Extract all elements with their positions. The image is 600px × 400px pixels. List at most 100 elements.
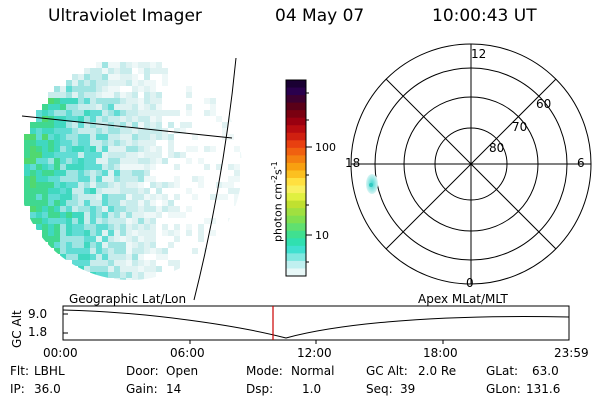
disk-pixel	[150, 164, 156, 170]
disk-pixel	[96, 140, 102, 146]
disk-pixel	[198, 146, 204, 152]
disk-pixel	[222, 158, 228, 164]
disk-pixel	[120, 164, 126, 170]
colorbar-segment	[286, 253, 306, 262]
disk-pixel	[36, 176, 42, 182]
disk-pixel	[114, 218, 120, 224]
disk-pixel	[54, 212, 60, 218]
disk-pixel	[126, 80, 132, 86]
disk-pixel	[90, 194, 96, 200]
disk-pixel	[138, 218, 144, 224]
disk-pixel	[216, 188, 222, 194]
disk-pixel	[24, 134, 30, 140]
disk-pixel	[228, 164, 234, 170]
disk-pixel	[120, 140, 126, 146]
disk-pixel	[36, 158, 42, 164]
disk-pixel	[60, 164, 66, 170]
geographic-longitude-line	[193, 57, 237, 301]
disk-pixel	[84, 140, 90, 146]
disk-pixel	[132, 248, 138, 254]
disk-pixel	[60, 122, 66, 128]
disk-pixel	[156, 266, 162, 272]
disk-pixel	[108, 236, 114, 242]
disk-pixel	[192, 110, 198, 116]
disk-pixel	[204, 164, 210, 170]
disk-pixel	[228, 146, 234, 152]
disk-pixel	[66, 194, 72, 200]
disk-pixel	[138, 122, 144, 128]
disk-pixel	[114, 254, 120, 260]
disk-pixel	[180, 86, 186, 92]
disk-pixel	[162, 74, 168, 80]
disk-pixel	[168, 182, 174, 188]
disk-pixel	[156, 248, 162, 254]
timeline-y-tick-9: 9.0	[28, 307, 48, 321]
disk-pixel	[138, 200, 144, 206]
disk-pixel	[138, 146, 144, 152]
disk-pixel	[150, 128, 156, 134]
disk-pixel	[144, 182, 150, 188]
colorbar-segment	[286, 268, 306, 277]
disk-pixel	[66, 116, 72, 122]
disk-pixel	[204, 86, 210, 92]
disk-pixel	[96, 176, 102, 182]
disk-pixel	[120, 242, 126, 248]
disk-pixel	[96, 92, 102, 98]
disk-pixel	[168, 128, 174, 134]
disk-pixel	[144, 224, 150, 230]
disk-pixel	[84, 212, 90, 218]
disk-pixel	[180, 260, 186, 266]
disk-pixel	[60, 170, 66, 176]
disk-pixel	[114, 116, 120, 122]
disk-pixel	[222, 182, 228, 188]
disk-pixel	[210, 122, 216, 128]
disk-pixel	[114, 272, 120, 278]
disk-pixel	[36, 194, 42, 200]
disk-pixel	[192, 122, 198, 128]
disk-pixel	[114, 242, 120, 248]
disk-pixel	[66, 254, 72, 260]
disk-pixel	[24, 140, 30, 146]
disk-pixel	[108, 68, 114, 74]
disk-pixel	[174, 128, 180, 134]
disk-pixel	[192, 86, 198, 92]
disk-pixel	[102, 140, 108, 146]
disk-pixel	[138, 272, 144, 278]
lat-label-80: 80	[489, 141, 505, 155]
disk-pixel	[90, 116, 96, 122]
disk-pixel	[240, 170, 242, 176]
disk-pixel	[54, 98, 60, 104]
disk-pixel	[144, 242, 150, 248]
disk-pixel	[48, 104, 54, 110]
disk-pixel	[186, 110, 192, 116]
disk-pixel	[144, 104, 150, 110]
earth-disk-image	[24, 62, 242, 280]
status-gain-label: Gain:	[126, 382, 158, 396]
disk-pixel	[156, 236, 162, 242]
instrument-title: Ultraviolet Imager	[48, 6, 202, 26]
disk-pixel	[96, 236, 102, 242]
disk-pixel	[48, 152, 54, 158]
disk-pixel	[84, 86, 90, 92]
disk-pixel	[150, 236, 156, 242]
disk-pixel	[204, 158, 210, 164]
disk-pixel	[210, 242, 216, 248]
disk-pixel	[54, 182, 60, 188]
disk-pixel	[210, 188, 216, 194]
disk-pixel	[132, 212, 138, 218]
disk-pixel	[102, 62, 108, 68]
disk-pixel	[216, 194, 222, 200]
disk-pixel	[174, 86, 180, 92]
disk-pixel	[168, 80, 174, 86]
disk-pixel	[186, 194, 192, 200]
disk-pixel	[204, 200, 210, 206]
disk-pixel	[198, 98, 204, 104]
disk-pixel	[84, 104, 90, 110]
disk-pixel	[228, 128, 234, 134]
disk-pixel	[162, 254, 168, 260]
disk-pixel	[84, 260, 90, 266]
disk-pixel	[192, 140, 198, 146]
timeline-x-tick-2359: 23:59	[554, 346, 589, 360]
disk-pixel	[114, 236, 120, 242]
disk-pixel	[168, 206, 174, 212]
